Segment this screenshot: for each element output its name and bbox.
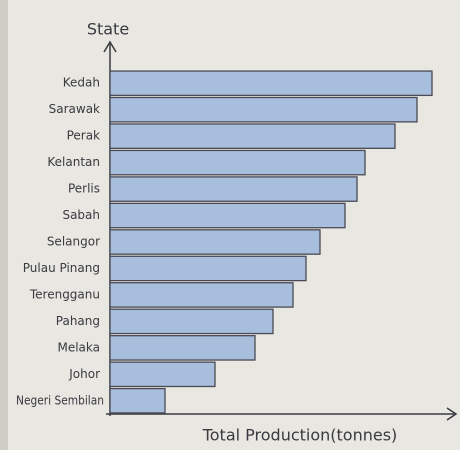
y-tick-label: Perlis — [68, 182, 100, 196]
y-tick-label: Sarawak — [49, 102, 100, 116]
y-axis-label: State — [87, 20, 129, 39]
y-tick-label: Pulau Pinang — [23, 261, 100, 275]
paper-edge — [0, 0, 8, 450]
bar — [109, 387, 166, 414]
y-tick-label: Perak — [67, 129, 100, 143]
bar — [109, 70, 433, 97]
bar — [109, 229, 321, 255]
bar — [109, 123, 396, 149]
y-tick-label: Pahang — [56, 314, 100, 328]
y-axis-arrow — [103, 40, 117, 53]
bar — [109, 255, 307, 282]
y-tick-label: Sabah — [62, 208, 100, 222]
bar — [109, 308, 274, 335]
y-tick-label: Terengganu — [29, 287, 100, 301]
bar — [109, 361, 216, 388]
y-tick-label: Negeri Sembilan — [16, 393, 104, 407]
y-tick-label: Kelantan — [47, 155, 100, 169]
x-axis-arrow — [446, 407, 458, 421]
y-tick-label: Melaka — [57, 340, 100, 354]
bar — [109, 96, 418, 123]
bar — [109, 149, 366, 176]
bar — [109, 202, 346, 229]
bar — [109, 282, 294, 308]
y-tick-label: Johor — [68, 367, 100, 381]
y-tick-label: Kedah — [63, 76, 100, 90]
x-axis-label: Total Production(tonnes) — [202, 426, 398, 445]
bar — [109, 176, 358, 202]
bar — [109, 335, 256, 361]
y-tick-label: Selangor — [47, 235, 100, 249]
